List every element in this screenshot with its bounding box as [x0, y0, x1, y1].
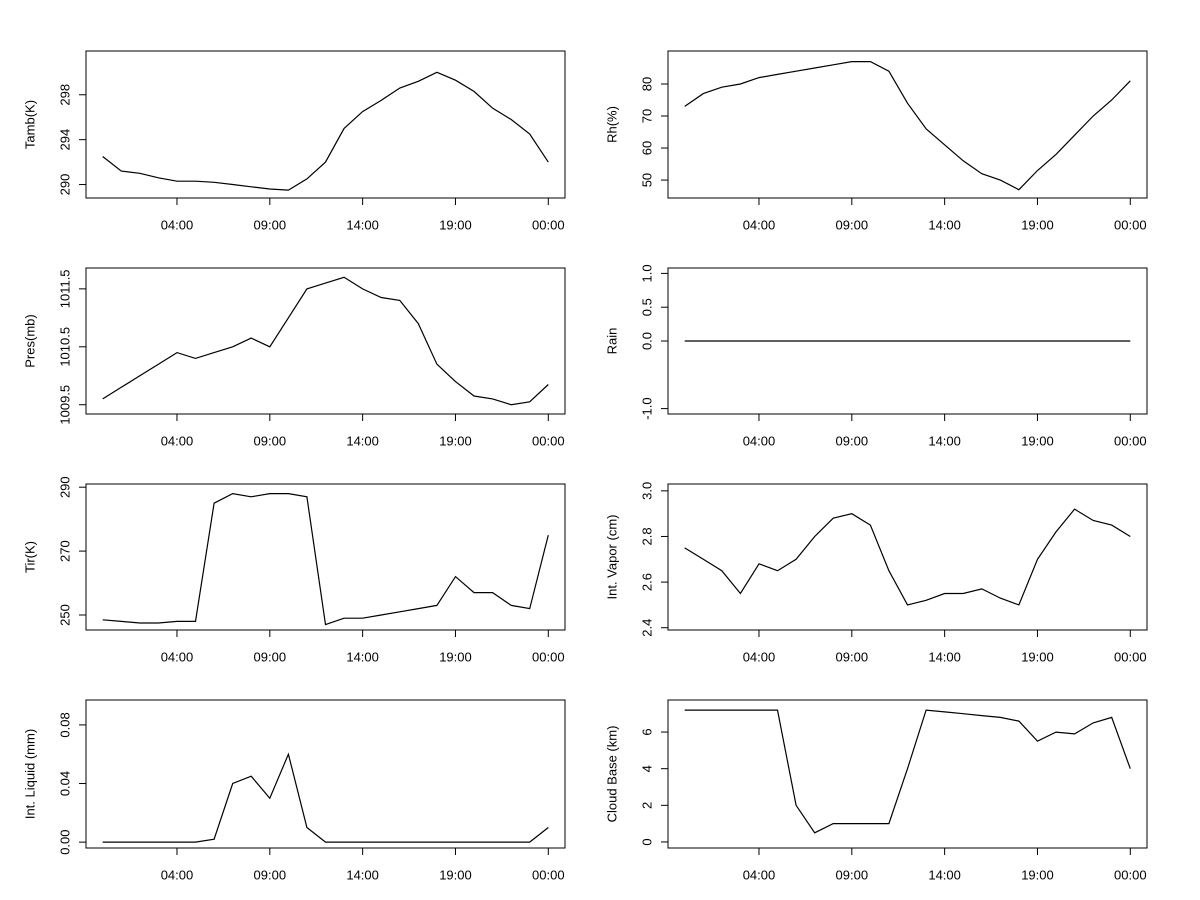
y-tick-label: 6: [639, 728, 654, 735]
data-line: [102, 276, 549, 406]
y-tick-label: 70: [639, 109, 654, 123]
x-tick-label: 00:00: [1114, 867, 1147, 882]
data-line: [684, 61, 1131, 191]
y-tick-label: 4: [639, 765, 654, 772]
x-tick-label: 04:00: [161, 217, 194, 232]
y-tick-label: 2.6: [639, 573, 654, 591]
x-tick-label: 19:00: [1021, 649, 1054, 664]
x-tick-label: 04:00: [743, 867, 776, 882]
x-tick-label: 00:00: [1114, 649, 1147, 664]
x-tick-label: 09:00: [254, 649, 287, 664]
x-tick-label: 09:00: [254, 433, 287, 448]
y-tick-label: 294: [57, 129, 72, 151]
x-tick-label: 00:00: [1114, 217, 1147, 232]
x-tick-label: 00:00: [1114, 433, 1147, 448]
data-line: [102, 71, 549, 191]
x-tick-label: 14:00: [928, 217, 961, 232]
plot-frame: [85, 50, 566, 199]
y-tick-label: 60: [639, 141, 654, 155]
y-tick-label: 0.08: [57, 712, 72, 737]
y-tick-label: 298: [57, 84, 72, 106]
y-tick-label: 0.04: [57, 771, 72, 796]
x-tick-label: 19:00: [1021, 867, 1054, 882]
y-axis-label: Cloud Base (km): [604, 726, 619, 823]
plot-frame: [667, 699, 1148, 849]
x-tick-label: 00:00: [532, 217, 565, 232]
y-tick-label: 290: [57, 174, 72, 196]
y-tick-label: 2.4: [639, 619, 654, 637]
x-tick-label: 09:00: [254, 217, 287, 232]
x-tick-label: 00:00: [532, 867, 565, 882]
y-tick-label: 1011.5: [57, 269, 72, 308]
x-tick-label: 14:00: [928, 867, 961, 882]
y-axis-label: Rain: [604, 328, 619, 355]
y-tick-label: 0: [639, 838, 654, 845]
y-tick-label: 2.8: [639, 527, 654, 545]
x-tick-label: 19:00: [439, 867, 472, 882]
x-tick-label: 14:00: [346, 867, 379, 882]
x-tick-label: 14:00: [928, 649, 961, 664]
data-line: [684, 508, 1131, 606]
y-tick-label: 1.0: [639, 264, 654, 282]
x-tick-label: 04:00: [161, 867, 194, 882]
x-tick-label: 00:00: [532, 433, 565, 448]
y-tick-label: 1009.5: [57, 385, 72, 425]
y-axis-label: Tir(K): [22, 541, 37, 573]
y-axis-label: Int. Vapor (cm): [604, 514, 619, 599]
x-tick-label: 00:00: [532, 649, 565, 664]
x-tick-label: 19:00: [439, 433, 472, 448]
y-axis-label: Tamb(K): [22, 100, 37, 149]
y-tick-label: 0.00: [57, 829, 72, 854]
x-tick-label: 04:00: [161, 433, 194, 448]
data-line: [102, 492, 549, 626]
x-tick-label: 04:00: [743, 217, 776, 232]
y-tick-label: 290: [57, 476, 72, 498]
y-axis-label: Rh(%): [604, 106, 619, 143]
x-tick-label: 19:00: [439, 649, 472, 664]
x-tick-label: 09:00: [836, 867, 869, 882]
x-tick-label: 14:00: [928, 433, 961, 448]
x-tick-label: 09:00: [836, 433, 869, 448]
x-tick-label: 09:00: [254, 867, 287, 882]
plot-frame: [85, 699, 566, 849]
data-line: [684, 709, 1131, 834]
x-tick-label: 04:00: [743, 433, 776, 448]
y-tick-label: 270: [57, 540, 72, 562]
y-axis-label: Int. Liquid (mm): [22, 729, 37, 819]
plot-frame: [667, 50, 1148, 199]
y-tick-label: 2: [639, 802, 654, 809]
x-tick-label: 14:00: [346, 433, 379, 448]
y-axis-label: Pres(mb): [22, 314, 37, 367]
x-tick-label: 09:00: [836, 649, 869, 664]
y-tick-label: 0.5: [639, 298, 654, 316]
y-tick-label: 3.0: [639, 482, 654, 500]
y-tick-label: 250: [57, 604, 72, 626]
plot-frame: [85, 267, 566, 415]
x-tick-label: 19:00: [1021, 433, 1054, 448]
x-tick-label: 19:00: [1021, 217, 1054, 232]
y-tick-label: -1.0: [639, 397, 654, 419]
plot-frame: [85, 483, 566, 631]
x-tick-label: 14:00: [346, 217, 379, 232]
data-line: [102, 752, 549, 843]
x-tick-label: 14:00: [346, 649, 379, 664]
y-tick-label: 0.0: [639, 332, 654, 350]
x-tick-label: 09:00: [836, 217, 869, 232]
x-tick-label: 04:00: [161, 649, 194, 664]
plot-frame: [667, 483, 1148, 631]
y-tick-label: 50: [639, 173, 654, 187]
y-tick-label: 80: [639, 77, 654, 91]
y-tick-label: 1010.5: [57, 327, 72, 367]
x-tick-label: 19:00: [439, 217, 472, 232]
x-tick-label: 04:00: [743, 649, 776, 664]
